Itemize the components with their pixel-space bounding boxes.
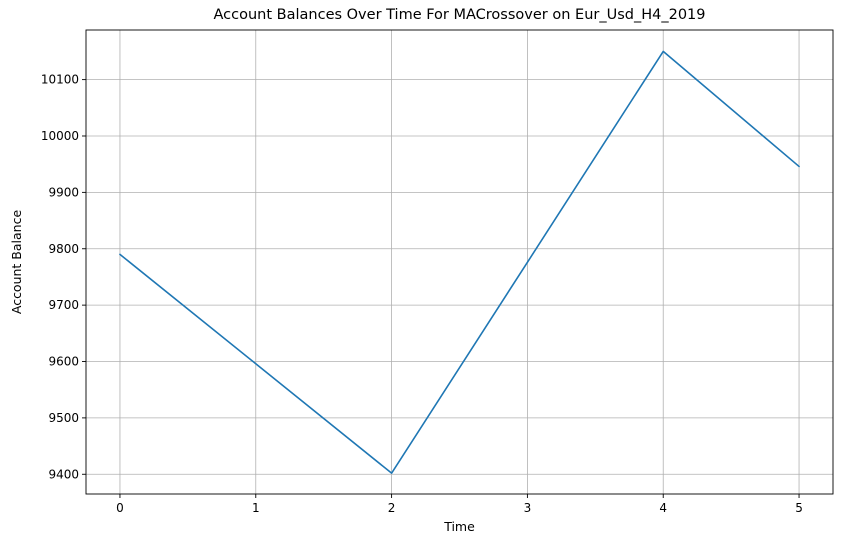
x-axis: 0 1 2 3 4 5: [116, 494, 803, 515]
x-tick-label: 4: [659, 501, 667, 515]
y-axis-label: Account Balance: [9, 210, 24, 315]
y-tick-label: 9600: [48, 355, 79, 369]
plot-frame: [85, 29, 834, 495]
x-axis-label: Time: [443, 519, 475, 534]
y-tick-label: 10100: [41, 73, 79, 87]
series-line: [119, 50, 800, 474]
x-tick-label: 5: [795, 501, 803, 515]
y-axis: 9400 9500 9600 9700 9800 9900 10000 10100: [41, 73, 86, 481]
x-tick-label: 0: [116, 501, 124, 515]
series-layer: [119, 50, 800, 474]
y-tick-label: 9700: [48, 298, 79, 312]
x-tick-label: 2: [388, 501, 396, 515]
y-tick-label: 10000: [41, 129, 79, 143]
chart-title: Account Balances Over Time For MACrossov…: [214, 7, 706, 23]
grid-lines: [86, 30, 833, 494]
x-tick-label: 3: [524, 501, 532, 515]
y-tick-label: 9900: [48, 185, 79, 199]
x-tick-label: 1: [252, 501, 260, 515]
y-tick-label: 9400: [48, 467, 79, 481]
y-tick-label: 9500: [48, 411, 79, 425]
y-tick-label: 9800: [48, 242, 79, 256]
